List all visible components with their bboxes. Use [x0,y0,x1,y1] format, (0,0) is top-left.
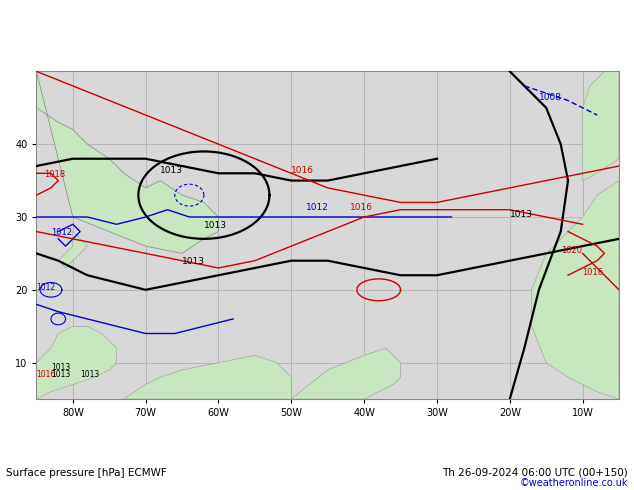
Text: 1016: 1016 [36,370,56,379]
Text: Th 26-09-2024 06:00 UTC (00+150): Th 26-09-2024 06:00 UTC (00+150) [442,468,628,478]
Text: 1016: 1016 [583,268,604,277]
Text: 1018: 1018 [44,170,65,179]
Text: 1020: 1020 [560,246,582,255]
Text: 1013: 1013 [204,221,227,230]
Text: 1013: 1013 [160,166,183,175]
Text: Surface pressure [hPa] ECMWF: Surface pressure [hPa] ECMWF [6,468,167,478]
Text: ©weatheronline.co.uk: ©weatheronline.co.uk [519,478,628,488]
Text: 1012: 1012 [306,203,328,212]
Text: 1013: 1013 [80,370,100,379]
Polygon shape [583,72,619,181]
Text: 1012: 1012 [51,228,72,237]
Text: 1013: 1013 [182,257,205,267]
Polygon shape [532,181,619,399]
Text: 1012: 1012 [36,283,56,292]
Polygon shape [58,232,87,268]
Text: 1016: 1016 [291,166,314,175]
Text: 1013: 1013 [51,363,70,372]
Text: 1008: 1008 [539,94,562,102]
Text: 1013: 1013 [51,370,70,379]
Polygon shape [291,348,401,399]
Text: 1016: 1016 [349,203,373,212]
Polygon shape [36,326,117,399]
Text: 1013: 1013 [510,210,533,219]
Polygon shape [124,355,291,399]
Polygon shape [36,72,219,253]
